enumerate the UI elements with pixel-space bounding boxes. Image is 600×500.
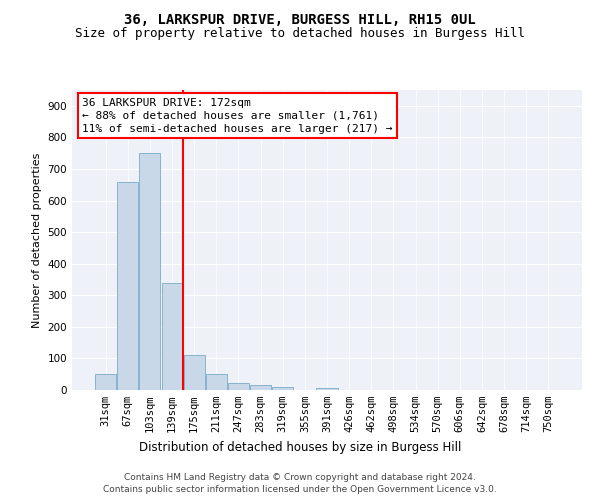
Text: Contains HM Land Registry data © Crown copyright and database right 2024.: Contains HM Land Registry data © Crown c… [124, 473, 476, 482]
Bar [184, 356, 205, 390]
Text: 36 LARKSPUR DRIVE: 172sqm
← 88% of detached houses are smaller (1,761)
11% of se: 36 LARKSPUR DRIVE: 172sqm ← 88% of detac… [82, 98, 392, 134]
Text: Distribution of detached houses by size in Burgess Hill: Distribution of detached houses by size … [139, 441, 461, 454]
Text: 36, LARKSPUR DRIVE, BURGESS HILL, RH15 0UL: 36, LARKSPUR DRIVE, BURGESS HILL, RH15 0… [124, 12, 476, 26]
Bar [95, 374, 116, 390]
Y-axis label: Number of detached properties: Number of detached properties [32, 152, 42, 328]
Bar [228, 383, 249, 390]
Bar [206, 374, 227, 390]
Text: Contains public sector information licensed under the Open Government Licence v3: Contains public sector information licen… [103, 486, 497, 494]
Bar [161, 282, 182, 390]
Bar [118, 182, 139, 390]
Text: Size of property relative to detached houses in Burgess Hill: Size of property relative to detached ho… [75, 28, 525, 40]
Bar [139, 153, 160, 390]
Bar [250, 386, 271, 390]
Bar [272, 387, 293, 390]
Bar [316, 388, 338, 390]
